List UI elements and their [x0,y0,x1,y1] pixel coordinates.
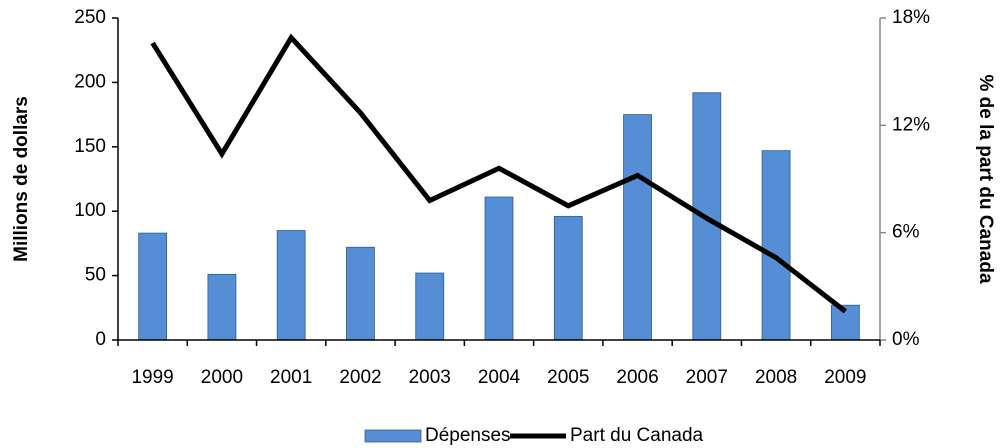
x-tick-label: 2000 [201,367,243,388]
y-tick-label: 50 [85,265,106,286]
y-tick-label: 150 [74,136,106,157]
bar [276,230,306,341]
legend-swatch [364,429,422,443]
y-axis-title: Millions de dollars [11,96,32,262]
bar [623,114,652,341]
line [150,33,847,314]
y2-tick-label: 18% [892,7,930,28]
y2-axis-title: % de la part du Canada [975,74,996,283]
x-tick-label: 2009 [824,367,866,388]
bar [553,215,583,341]
bar [484,196,514,341]
bar [346,246,375,341]
x-tick-label: 2006 [616,367,658,388]
legend-label: Part du Canada [570,425,704,446]
y-tick-label: 250 [74,7,106,28]
x-tick-label: 2002 [339,367,381,388]
bar [138,232,168,341]
x-tick-label: 1999 [131,367,173,388]
y-tick-label: 0 [95,329,106,350]
x-tick-label: 2001 [270,367,312,388]
x-tick-label: 2005 [547,367,589,388]
y-tick-label: 100 [74,200,106,221]
y2-tick-label: 6% [892,222,920,243]
bar [761,150,791,341]
bar [415,272,445,341]
x-tick-label: 2003 [409,367,451,388]
legend-label: Dépenses [425,425,511,446]
x-tick-label: 2007 [686,367,728,388]
x-tick-label: 2004 [478,367,521,388]
y2-tick-label: 12% [892,114,930,135]
y-tick-label: 200 [74,71,106,92]
x-tick-label: 2008 [755,367,797,388]
bar [207,273,237,341]
y2-tick-label: 0% [892,329,920,350]
